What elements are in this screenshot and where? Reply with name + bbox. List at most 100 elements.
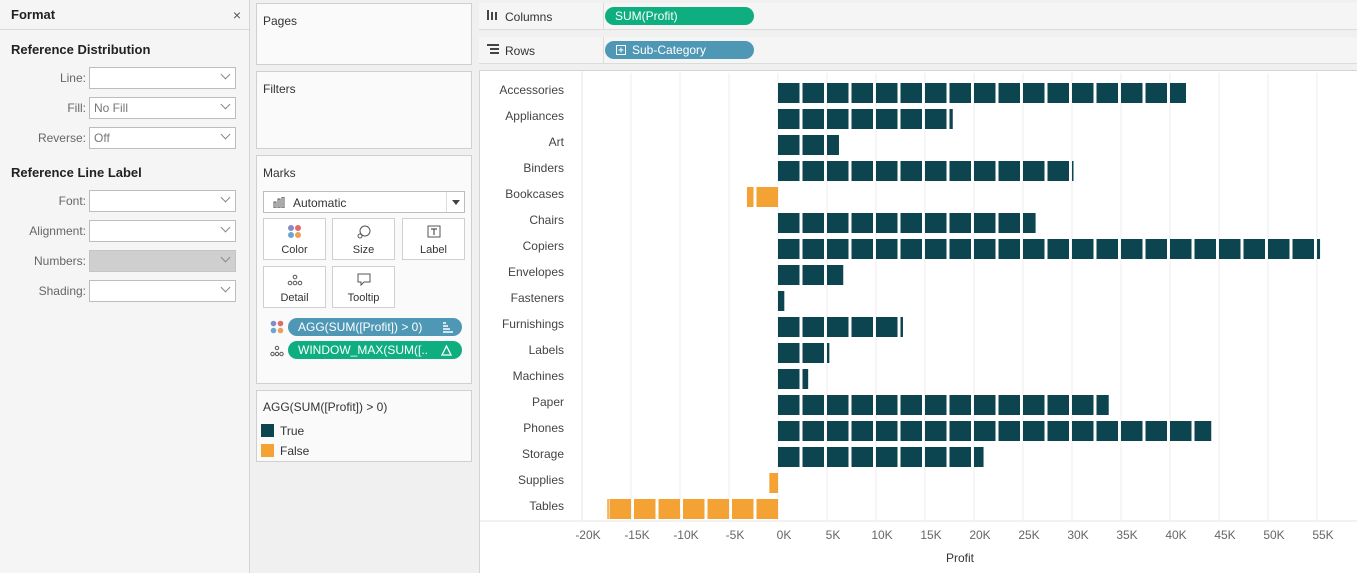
bar-segment [802, 421, 824, 441]
bar-segment [1268, 239, 1290, 259]
bar-segment [827, 213, 849, 233]
bar-segment [827, 109, 849, 129]
bar-segment [949, 395, 971, 415]
bar-segment [876, 447, 898, 467]
fill-label: Fill: [67, 101, 86, 115]
line-label: Line: [59, 71, 86, 85]
tooltip-label: Tooltip [347, 292, 380, 304]
columns-shelf[interactable]: Columns SUM(Profit) [479, 3, 1357, 30]
chevron-down-icon [220, 129, 231, 140]
bar-segment [1023, 395, 1045, 415]
rows-shelf[interactable]: Rows Sub-Category [479, 37, 1357, 64]
bar-segment [851, 395, 873, 415]
x-tick-label: -15K [624, 528, 649, 542]
columns-pill-sum-profit[interactable]: SUM(Profit) [605, 7, 754, 25]
fill-row: Fill: No Fill [0, 97, 250, 119]
bar-segment [1121, 83, 1143, 103]
bar-segment [876, 213, 898, 233]
bar-segment [1047, 421, 1069, 441]
bar-segment [802, 239, 824, 259]
marks-title: Marks [263, 166, 296, 180]
detail-encoding-icon [270, 345, 284, 357]
bar-segment [778, 265, 800, 285]
bar-segment [827, 135, 839, 155]
font-select[interactable] [89, 190, 236, 212]
color-legend: AGG(SUM([Profit]) > 0) True False [256, 390, 472, 462]
bar-segment [1121, 239, 1143, 259]
pages-title: Pages [263, 14, 298, 28]
row-label: Bookcases [505, 187, 564, 201]
bar-segment [851, 109, 873, 129]
bar-segment [802, 395, 824, 415]
columns-icon [487, 10, 497, 20]
row-label: Copiers [523, 239, 564, 253]
bar-segment [851, 83, 873, 103]
bar-segment [1096, 421, 1118, 441]
bar-segment [949, 421, 971, 441]
legend-title: AGG(SUM([Profit]) > 0) [263, 400, 388, 414]
bar-segment [802, 343, 824, 363]
bar-segment [1072, 161, 1074, 181]
row-label: Furnishings [502, 317, 564, 331]
x-tick-label: 40K [1165, 528, 1186, 542]
row-label: Envelopes [508, 265, 564, 279]
x-tick-label: 50K [1263, 528, 1284, 542]
row-label: Machines [513, 369, 564, 383]
bar-segment [1170, 421, 1192, 441]
fill-select[interactable]: No Fill [89, 97, 236, 119]
x-tick-label: 55K [1312, 528, 1333, 542]
bar-segment [1023, 83, 1045, 103]
x-tick-label: 25K [1018, 528, 1039, 542]
divider [603, 37, 604, 64]
bar-segment [900, 83, 922, 103]
x-tick-label: 10K [871, 528, 892, 542]
color-field-pill[interactable]: AGG(SUM([Profit]) > 0) [288, 318, 462, 336]
size-icon [333, 224, 394, 240]
row-label: Phones [523, 421, 564, 435]
bar-segment [1170, 239, 1192, 259]
reverse-row: Reverse: Off [0, 127, 250, 149]
bar-segment [827, 421, 849, 441]
bar-segment [827, 317, 849, 337]
bar-segment [827, 83, 849, 103]
filters-shelf[interactable]: Filters [256, 71, 472, 149]
tooltip-button[interactable]: Tooltip [332, 266, 395, 308]
mark-type-dropdown[interactable]: Automatic [263, 191, 465, 213]
bar-segment [1145, 83, 1167, 103]
bar-segment [1047, 239, 1069, 259]
bar-segment [827, 239, 849, 259]
bar-segment [851, 161, 873, 181]
shading-select[interactable] [89, 280, 236, 302]
reverse-select[interactable]: Off [89, 127, 236, 149]
x-tick-label: 20K [969, 528, 990, 542]
bar-segment [1023, 213, 1036, 233]
line-select[interactable] [89, 67, 236, 89]
bar-segment [998, 239, 1020, 259]
detail-field-pill[interactable]: WINDOW_MAX(SUM([.. [288, 341, 462, 359]
bar-segment [778, 291, 785, 311]
label-button[interactable]: Label [402, 218, 465, 260]
alignment-select[interactable] [89, 220, 236, 242]
x-tick-label: 45K [1214, 528, 1235, 542]
detail-button[interactable]: Detail [263, 266, 326, 308]
rows-pill-sub-category[interactable]: Sub-Category [605, 41, 754, 59]
color-button[interactable]: Color [263, 218, 326, 260]
bar-segment [683, 499, 705, 519]
chevron-down-icon [220, 99, 231, 110]
size-button[interactable]: Size [332, 218, 395, 260]
pages-shelf[interactable]: Pages [256, 3, 472, 65]
numbers-row: Numbers: [0, 250, 250, 272]
close-icon[interactable]: × [232, 6, 241, 23]
sort-icon [443, 322, 453, 333]
font-row: Font: [0, 190, 250, 212]
bar-segment [998, 421, 1020, 441]
row-label: Supplies [518, 473, 564, 487]
bar-segment [1047, 83, 1069, 103]
bar-segment [998, 83, 1020, 103]
bar-segment [998, 213, 1020, 233]
format-title: Format [11, 7, 56, 22]
bar-segment [900, 109, 922, 129]
x-tick-label: -10K [673, 528, 698, 542]
bar-segment [827, 265, 844, 285]
bar-segment [778, 447, 800, 467]
